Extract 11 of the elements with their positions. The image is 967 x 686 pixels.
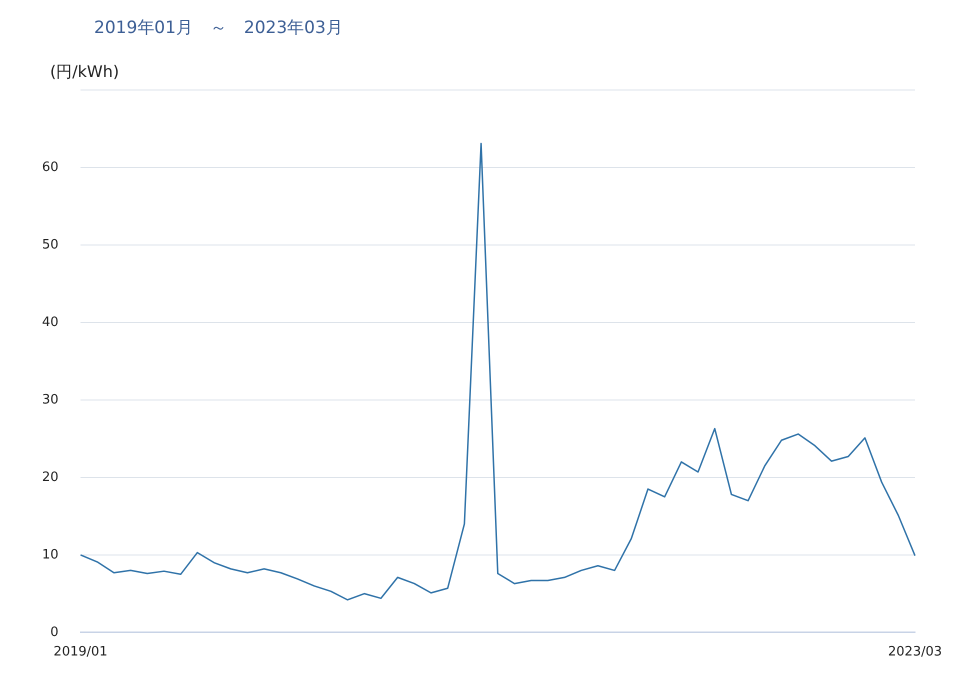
chart-title: 2019年01月 ～ 2023年03月 [94, 17, 343, 39]
y-tick-label: 30 [42, 392, 59, 408]
y-axis-title: (円/kWh) [50, 62, 120, 83]
y-tick-label: 0 [50, 624, 59, 640]
y-tick-label: 20 [42, 470, 59, 485]
x-tick-label: 2019/01 [54, 644, 108, 660]
y-tick-label: 60 [42, 160, 59, 175]
y-tick-label: 40 [42, 314, 59, 330]
y-tick-label: 50 [42, 237, 59, 252]
x-tick-label: 2023/03 [888, 644, 942, 660]
y-tick-label: 10 [42, 547, 59, 562]
